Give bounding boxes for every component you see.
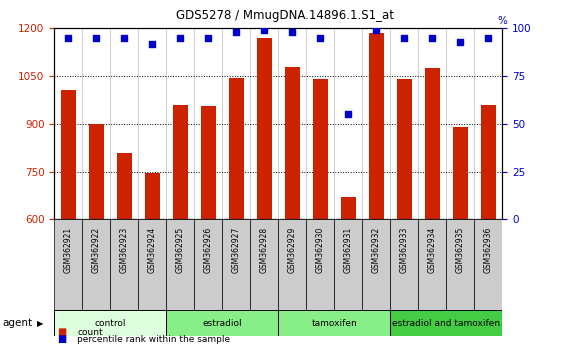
Point (316, 35, 325, 41)
Text: GSM362936: GSM362936 (484, 227, 493, 273)
Bar (228, 78, 244, 219)
Bar (54, 219, 82, 312)
Bar (82, 219, 110, 312)
Text: estradiol: estradiol (203, 319, 242, 327)
Text: GSM362928: GSM362928 (260, 227, 269, 273)
Bar (453, 127, 468, 219)
Bar (172, 105, 188, 219)
Text: tamoxifen: tamoxifen (312, 319, 357, 327)
Bar (391, 310, 502, 336)
Point (400, 35, 409, 41)
Bar (200, 106, 216, 219)
Bar (419, 219, 447, 312)
Bar (194, 219, 222, 312)
Text: GSM362929: GSM362929 (288, 227, 297, 273)
Text: GSM362931: GSM362931 (344, 227, 353, 273)
Bar (222, 219, 250, 312)
Text: ■: ■ (57, 335, 66, 344)
Bar (425, 68, 440, 219)
Text: estradiol and tamoxifen: estradiol and tamoxifen (392, 319, 501, 327)
Text: GSM362922: GSM362922 (92, 227, 100, 273)
Bar (250, 219, 279, 312)
Text: GSM362932: GSM362932 (372, 227, 381, 273)
Text: GSM362933: GSM362933 (400, 227, 409, 273)
Bar (391, 219, 419, 312)
Point (148, 41, 157, 46)
Text: GSM362934: GSM362934 (428, 227, 437, 273)
Bar (447, 219, 475, 312)
Text: GSM362923: GSM362923 (120, 227, 129, 273)
Point (456, 39, 465, 45)
Text: agent: agent (3, 318, 33, 328)
Bar (481, 105, 496, 219)
Point (428, 35, 437, 41)
Text: GSM362925: GSM362925 (176, 227, 185, 273)
Bar (279, 310, 391, 336)
Text: percentile rank within the sample: percentile rank within the sample (77, 336, 230, 344)
Bar (166, 310, 278, 336)
Point (204, 35, 213, 41)
Bar (110, 219, 138, 312)
Bar (89, 124, 104, 219)
Text: GSM362935: GSM362935 (456, 227, 465, 273)
Bar (54, 310, 166, 336)
Bar (369, 33, 384, 219)
Point (176, 35, 185, 41)
Text: GSM362930: GSM362930 (316, 227, 325, 273)
Text: GSM362921: GSM362921 (64, 227, 73, 273)
Text: GSM362927: GSM362927 (232, 227, 241, 273)
Bar (279, 219, 307, 312)
Point (372, 27, 381, 33)
Bar (397, 79, 412, 219)
Bar (61, 91, 76, 219)
Text: %: % (497, 16, 508, 27)
Point (260, 27, 269, 33)
Text: GSM362926: GSM362926 (204, 227, 213, 273)
Bar (363, 219, 391, 312)
Bar (307, 219, 335, 312)
Text: count: count (77, 329, 103, 337)
Text: ■: ■ (57, 327, 66, 337)
Point (64, 35, 73, 41)
Point (484, 35, 493, 41)
Bar (116, 153, 132, 219)
Text: control: control (95, 319, 126, 327)
Bar (341, 197, 356, 219)
Bar (166, 219, 194, 312)
Point (92, 35, 101, 41)
Point (120, 35, 129, 41)
Bar (285, 67, 300, 219)
Bar (313, 79, 328, 219)
Bar (475, 219, 502, 312)
Bar (144, 173, 160, 219)
Text: ▶: ▶ (37, 319, 43, 327)
Point (344, 112, 353, 117)
Bar (138, 219, 166, 312)
Text: GSM362924: GSM362924 (148, 227, 157, 273)
Point (232, 29, 241, 35)
Text: GDS5278 / MmugDNA.14896.1.S1_at: GDS5278 / MmugDNA.14896.1.S1_at (176, 9, 395, 22)
Point (288, 29, 297, 35)
Bar (335, 219, 363, 312)
Bar (256, 38, 272, 219)
